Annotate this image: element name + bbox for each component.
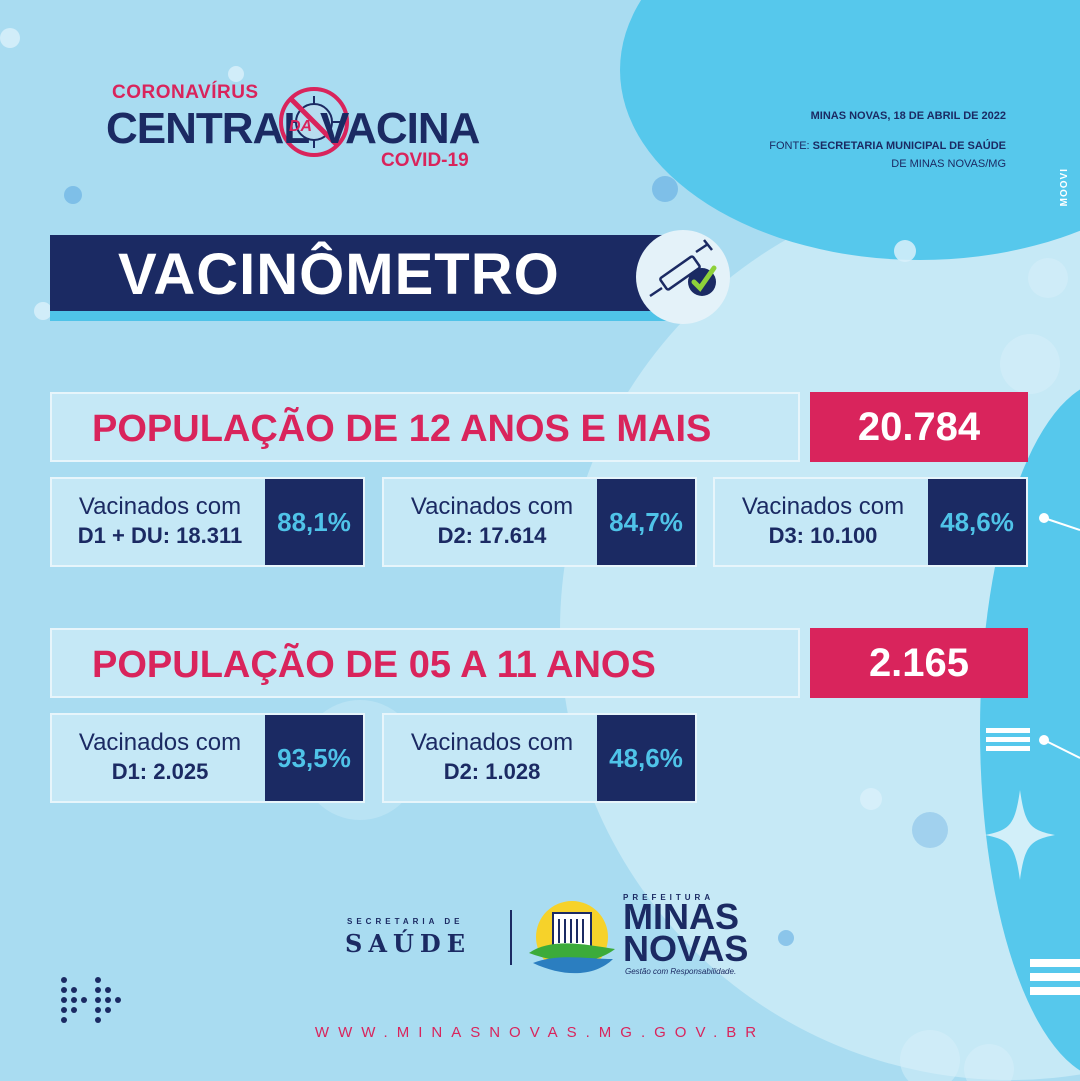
report-date: MINAS NOVAS, 18 DE ABRIL DE 2022 (810, 110, 1006, 122)
logo-da-text: DA (289, 118, 313, 135)
vaccination-card: Vacinados com D2: 1.028 48,6% (382, 713, 697, 803)
decor-dot (228, 66, 244, 82)
population-total: 2.165 (810, 628, 1028, 698)
watermark: MOOVI (1059, 168, 1070, 207)
vaccination-card-line1: Vacinados com (410, 729, 574, 756)
population-12-plus-header: POPULAÇÃO DE 12 ANOS E MAIS (50, 392, 800, 462)
vaccination-card: Vacinados com D1 + DU: 18.311 88,1% (50, 477, 365, 567)
decor-dot (1028, 258, 1068, 298)
vaccination-card: Vacinados com D3: 10.100 48,6% (713, 477, 1028, 567)
city-name-line1: MINAS (623, 896, 739, 937)
molecule-icon (1039, 513, 1080, 759)
text-lines-icon (986, 728, 1030, 751)
vaccination-card-text: Vacinados com D1: 2.025 (52, 715, 268, 801)
decor-dot (64, 186, 82, 204)
logo-coronavirus-text: CORONAVÍRUS (112, 82, 259, 103)
population-total: 20.784 (810, 392, 1028, 462)
vaccination-card-line1: Vacinados com (78, 493, 242, 520)
text-lines-icon (1030, 959, 1080, 995)
logo-vacina-text: VACINA (320, 104, 480, 153)
prefeitura-slogan: Gestão com Responsabilidade. (625, 967, 737, 976)
website-url: WWW.MINASNOVAS.MG.GOV.BR (314, 1024, 766, 1041)
title-banner: VACINÔMETRO (50, 235, 670, 321)
sparkle-icon (985, 790, 1055, 880)
vaccination-card-line2: D3: 10.100 (768, 523, 878, 548)
prefeitura-label: PREFEITURA (623, 893, 715, 902)
vaccination-card-text: Vacinados com D3: 10.100 (715, 479, 931, 565)
central-da-vacina-logo: CORONAVÍRUS CENTRAL DA VACINA COVID-19 (104, 70, 504, 190)
vaccination-card-line2: D1 + DU: 18.311 (77, 523, 243, 548)
prefeitura-emblem-icon (529, 901, 615, 974)
vaccination-percent: 48,6% (928, 479, 1026, 565)
vaccination-percent: 88,1% (265, 479, 363, 565)
footer-divider (510, 910, 512, 965)
vaccination-card: Vacinados com D1: 2.025 93,5% (50, 713, 365, 803)
source-label: FONTE: (769, 140, 810, 152)
decor-dot (778, 930, 794, 946)
vaccination-card-line1: Vacinados com (741, 493, 905, 520)
decor-dot (0, 28, 20, 48)
syringe-check-icon (636, 230, 730, 324)
secretaria-label: SECRETARIA DE (347, 917, 464, 926)
title-accent (50, 311, 670, 321)
vaccination-card-line2: D2: 1.028 (443, 759, 541, 784)
footer-logos: SECRETARIA DE SAÚDE PREFEITURA MINAS NOV… (345, 893, 749, 985)
decor-dot (964, 1044, 1014, 1081)
vaccination-percent: 84,7% (597, 479, 695, 565)
page-title: VACINÔMETRO (118, 242, 560, 307)
virus-crossed-icon (279, 87, 349, 157)
population-label: POPULAÇÃO DE 05 A 11 ANOS (92, 644, 656, 686)
vaccination-card-line2: D2: 17.614 (437, 523, 547, 548)
vaccination-card-line2: D1: 2.025 (111, 759, 209, 784)
logo-central-text: CENTRAL (106, 104, 310, 153)
vaccination-card-text: Vacinados com D2: 17.614 (384, 479, 600, 565)
decor-dot (652, 176, 678, 202)
source-place: DE MINAS NOVAS/MG (891, 158, 1006, 170)
saude-label: SAÚDE (345, 929, 471, 958)
vaccination-card-line1: Vacinados com (78, 729, 242, 756)
decor-dot (34, 302, 52, 320)
vaccination-card-line1: Vacinados com (410, 493, 574, 520)
play-dots-icon (61, 977, 121, 1023)
city-name-line2: NOVAS (623, 928, 749, 969)
vaccination-percent: 48,6% (597, 715, 695, 801)
decor-dot (894, 240, 916, 262)
vaccination-card: Vacinados com D2: 17.614 84,7% (382, 477, 697, 567)
decor-dot (1000, 334, 1060, 394)
population-5-11-header: POPULAÇÃO DE 05 A 11 ANOS (50, 628, 800, 698)
decor-dot (860, 788, 882, 810)
source-name: SECRETARIA MUNICIPAL DE SAÚDE (812, 140, 1006, 152)
vaccination-card-text: Vacinados com D2: 1.028 (384, 715, 600, 801)
decor-dot (912, 812, 948, 848)
logo-covid-text: COVID-19 (381, 150, 469, 171)
population-label: POPULAÇÃO DE 12 ANOS E MAIS (92, 408, 712, 450)
header-meta: MINAS NOVAS, 18 DE ABRIL DE 2022 FONTE: … (769, 110, 1006, 170)
source-line: FONTE: SECRETARIA MUNICIPAL DE SAÚDE (769, 140, 1006, 152)
decor-dot (900, 1030, 960, 1081)
vaccination-percent: 93,5% (265, 715, 363, 801)
vaccination-card-text: Vacinados com D1 + DU: 18.311 (52, 479, 268, 565)
